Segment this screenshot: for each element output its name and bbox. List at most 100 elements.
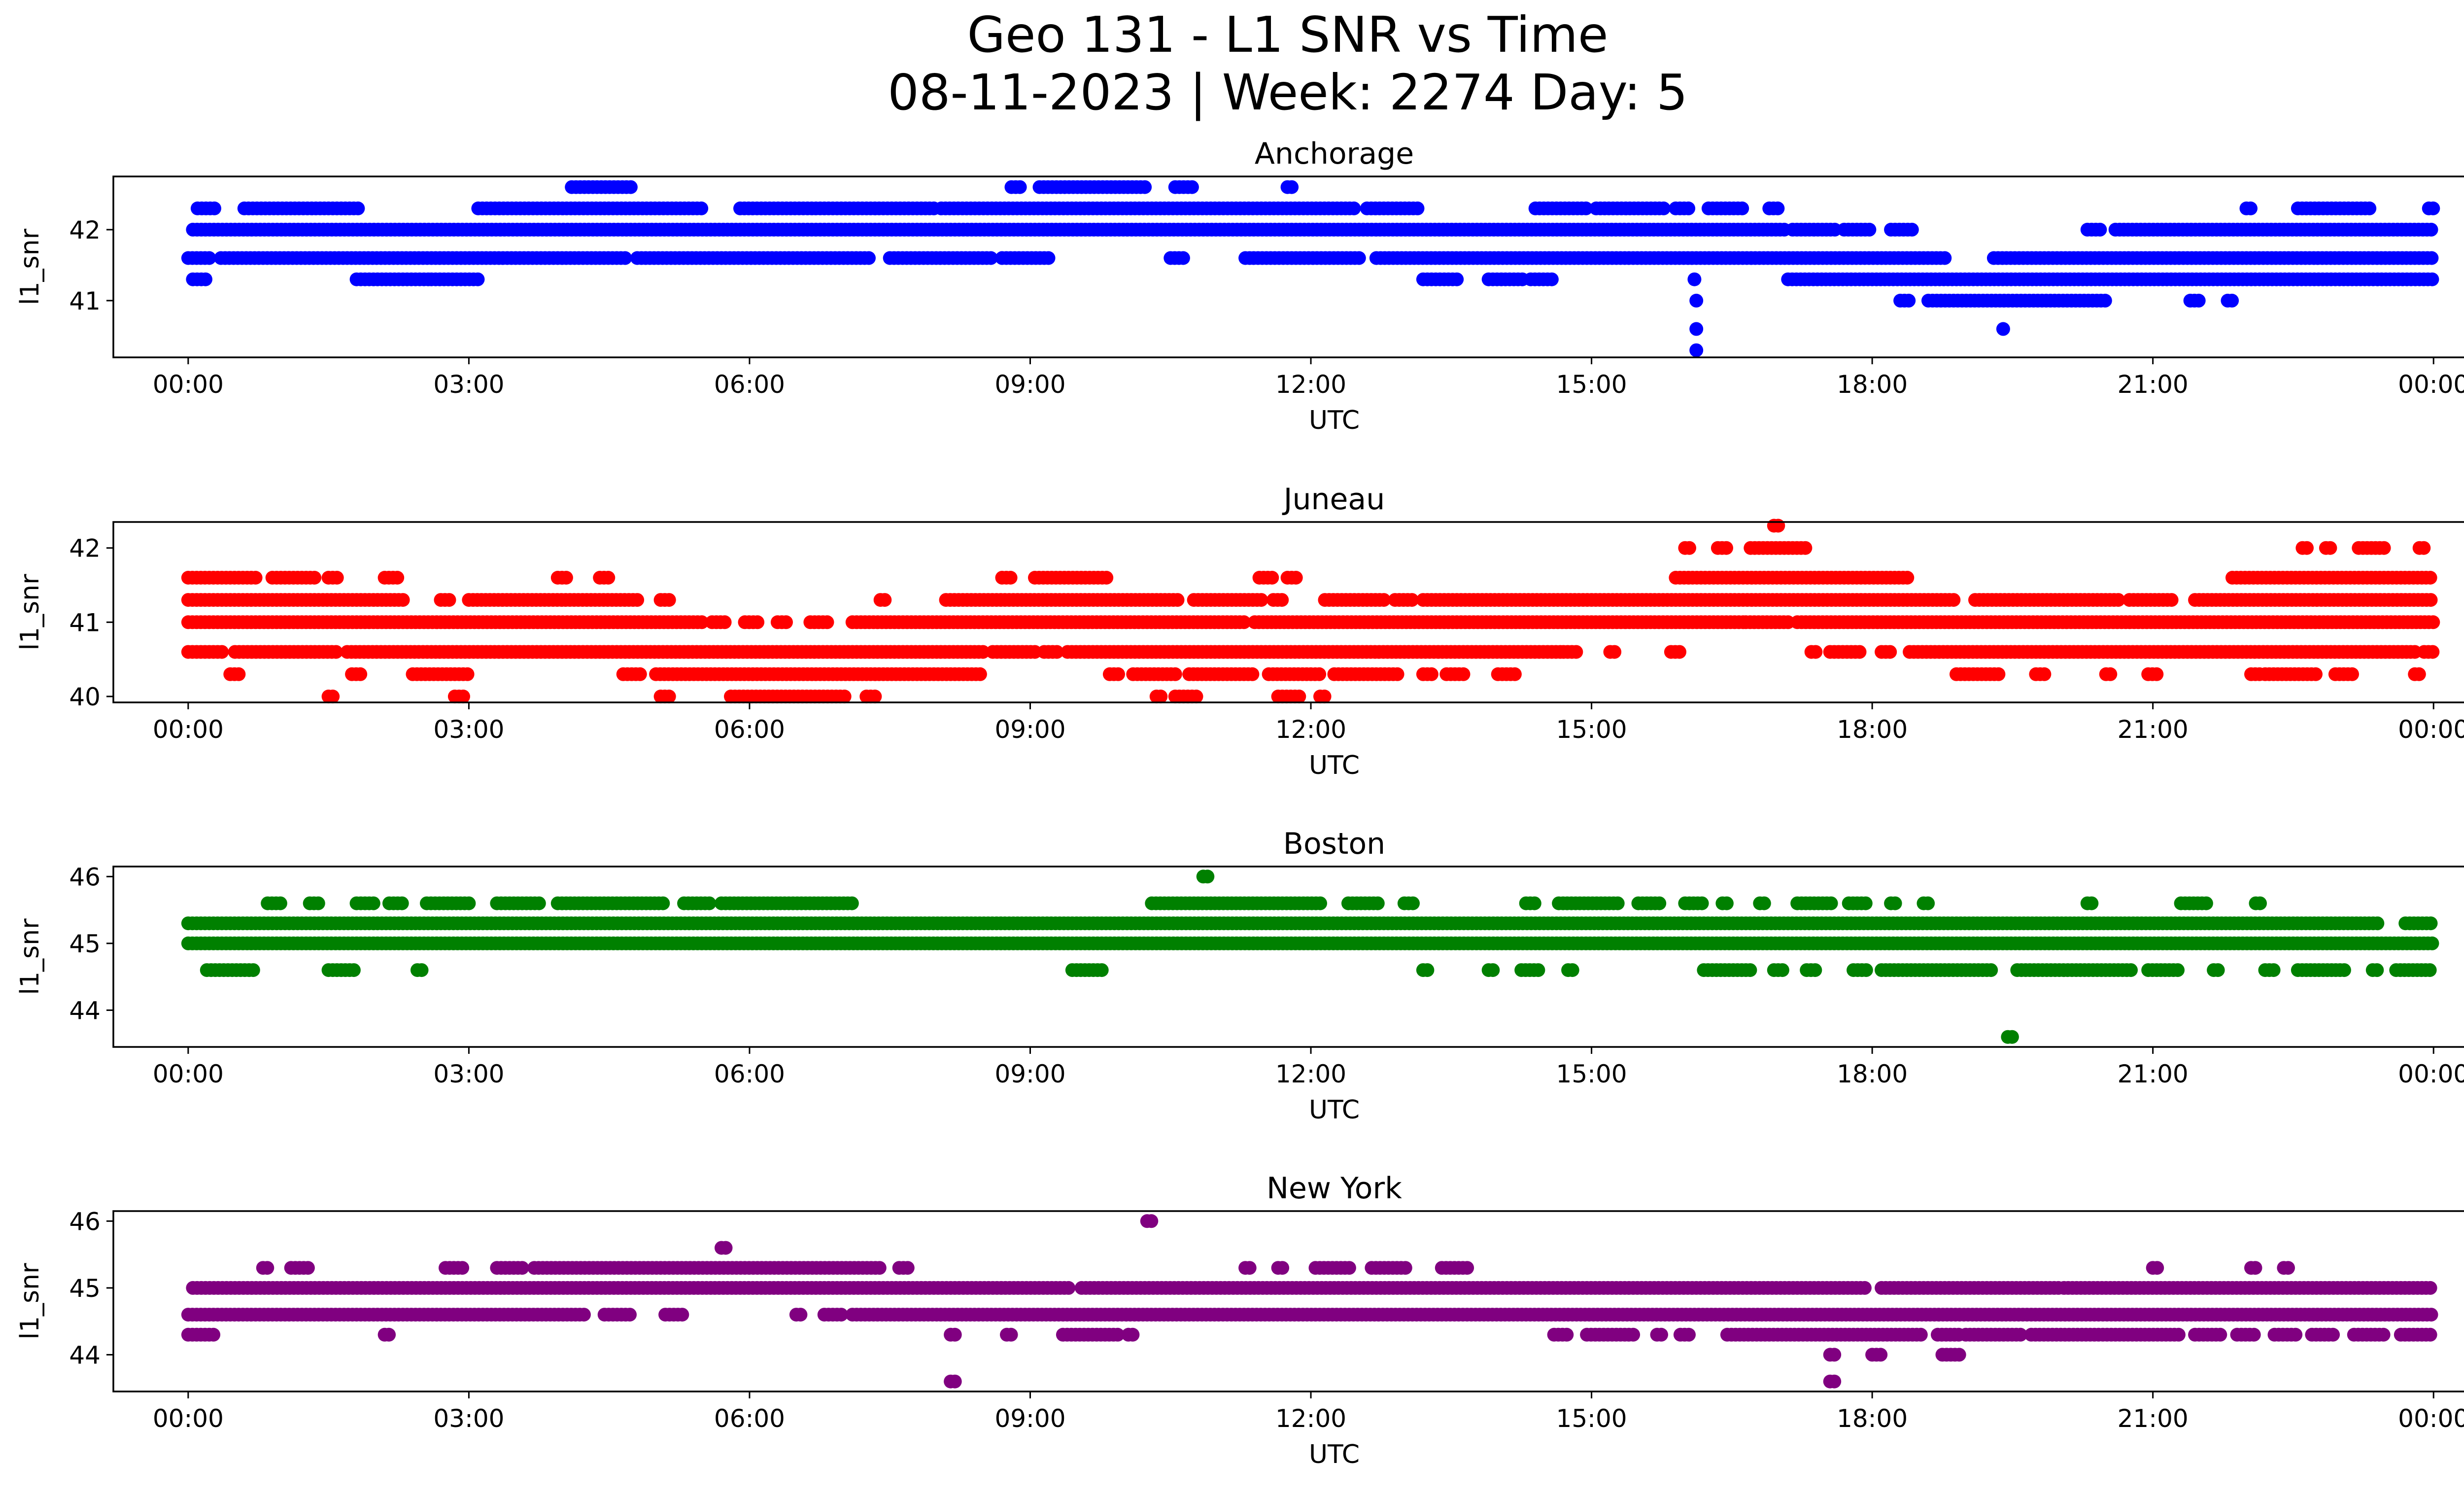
y-tick-label: 42: [69, 216, 101, 244]
data-point: [1245, 667, 1260, 681]
data-point: [779, 615, 793, 629]
data-point: [1313, 896, 1327, 910]
data-point: [1775, 963, 1789, 977]
x-tick-label: 03:00: [433, 370, 504, 399]
data-point: [2191, 293, 2206, 308]
data-point: [2426, 201, 2440, 215]
data-point: [471, 272, 485, 286]
data-point: [1390, 667, 1404, 681]
data-point: [2098, 293, 2112, 308]
data-point: [662, 690, 676, 703]
x-tick-label: 15:00: [1556, 370, 1627, 399]
data-point: [702, 896, 717, 910]
data-point: [1456, 667, 1471, 681]
data-point: [1352, 251, 1366, 265]
data-point: [1608, 645, 1622, 659]
x-tick-label: 21:00: [2118, 370, 2189, 399]
data-point: [311, 896, 325, 910]
x-tick-label: 09:00: [994, 1060, 1065, 1088]
data-point: [1735, 201, 1749, 215]
x-tick-label: 06:00: [714, 715, 785, 744]
x-tick-label: 00:00: [153, 715, 224, 744]
data-point: [2377, 541, 2391, 555]
data-point: [1610, 896, 1625, 910]
data-point: [1689, 293, 1704, 308]
data-point: [202, 251, 216, 265]
data-point: [414, 963, 429, 977]
data-point: [837, 690, 852, 703]
subplot-title: New York: [1266, 1171, 1402, 1206]
data-point: [1420, 963, 1435, 977]
data-point: [662, 593, 676, 607]
x-tick-label: 03:00: [433, 1060, 504, 1088]
data-point: [1486, 963, 1500, 977]
data-point: [390, 571, 405, 585]
data-point: [2370, 916, 2385, 931]
data-point: [1531, 963, 1545, 977]
data-point: [1265, 571, 1279, 585]
data-point: [2037, 667, 2052, 681]
x-tick-label: 15:00: [1556, 715, 1627, 744]
x-tick-label: 12:00: [1275, 715, 1346, 744]
subplot-panels: Anchorage 00:00 03:00 06:00 09:00 12:00 15:00 1…: [15, 137, 2464, 1469]
x-tick-label: 03:00: [433, 715, 504, 744]
y-tick-label: 41: [69, 608, 101, 637]
data-point: [330, 571, 344, 585]
figure-title-line-2: 08-11-2023 | Week: 2274 Day: 5: [888, 64, 1687, 121]
data-point: [273, 896, 287, 910]
data-point: [366, 896, 380, 910]
data-point: [1095, 963, 1109, 977]
data-point: [2417, 541, 2431, 555]
x-axis-label: UTC: [1309, 751, 1360, 780]
data-point: [232, 667, 246, 681]
data-point: [1689, 343, 1704, 357]
data-point: [1687, 272, 1702, 286]
data-point: [396, 593, 410, 607]
data-point: [1771, 519, 1785, 533]
data-point: [2424, 593, 2438, 607]
data-point: [2150, 667, 2164, 681]
data-point: [1312, 667, 1327, 681]
data-point: [1292, 690, 1306, 703]
data-point: [462, 896, 476, 910]
data-point: [2253, 896, 2267, 910]
x-tick-label: 15:00: [1556, 1060, 1627, 1088]
data-point: [1921, 896, 1935, 910]
data-point: [984, 251, 998, 265]
y-tick-label: 42: [69, 534, 101, 563]
x-tick-label: 18:00: [1837, 1060, 1908, 1088]
data-point: [2309, 667, 2323, 681]
data-point: [1859, 963, 1873, 977]
x-tick-label: 18:00: [1837, 715, 1908, 744]
data-point: [1450, 272, 1464, 286]
x-tick-label: 18:00: [1837, 370, 1908, 399]
data-point: [207, 201, 221, 215]
data-point: [868, 690, 882, 703]
data-point: [1410, 201, 1425, 215]
x-tick-label: 06:00: [714, 1060, 785, 1088]
data-point: [1168, 667, 1182, 681]
data-point: [618, 251, 632, 265]
subplot-title: Juneau: [1282, 482, 1385, 517]
y-tick-label: 45: [69, 930, 101, 958]
data-point: [351, 201, 365, 215]
data-point: [601, 571, 616, 585]
data-point: [2005, 1030, 2019, 1044]
data-point: [1370, 896, 1385, 910]
subplot-title: Anchorage: [1255, 137, 1414, 171]
data-point: [1347, 201, 1361, 215]
data-point: [2425, 936, 2439, 950]
data-point: [2171, 963, 2185, 977]
data-point: [1808, 963, 1822, 977]
data-point: [1900, 571, 1915, 585]
data-point: [1424, 667, 1438, 681]
data-point: [246, 963, 260, 977]
data-point: [2426, 615, 2440, 629]
data-point: [718, 615, 732, 629]
data-point: [820, 615, 834, 629]
data-point: [862, 251, 876, 265]
data-point: [2426, 645, 2440, 659]
data-point: [2424, 222, 2438, 237]
data-point: [2199, 896, 2213, 910]
